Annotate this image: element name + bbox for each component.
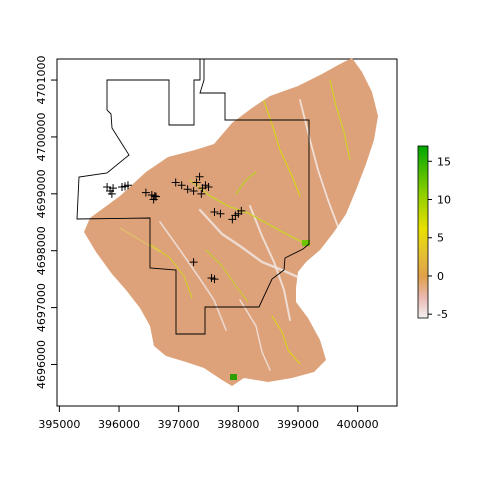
sample-point <box>177 181 186 190</box>
raster-feature-1 <box>249 205 291 321</box>
x-tick-label: 396000 <box>98 418 140 431</box>
raster-feature-6 <box>261 95 301 197</box>
color-legend: 15 10 5 0 -5 <box>417 145 451 321</box>
raster-layer <box>84 58 378 386</box>
legend-tick-label: -5 <box>437 308 448 321</box>
legend-colorbar <box>417 145 429 319</box>
y-tick-label: 4700000 <box>35 112 48 161</box>
x-tick-label: 398000 <box>217 418 259 431</box>
raster-feature-2 <box>299 99 341 233</box>
legend-tick-label: 10 <box>437 194 451 207</box>
y-tick-label: 4701000 <box>35 56 48 105</box>
sample-point <box>197 189 206 198</box>
sample-point <box>189 258 198 267</box>
raster-texture <box>119 79 351 380</box>
sample-points <box>103 172 246 284</box>
y-tick-label: 4699000 <box>35 169 48 218</box>
x-tick-label: 400000 <box>337 418 379 431</box>
sample-point <box>195 172 204 181</box>
sample-point <box>189 186 198 195</box>
sample-point <box>210 275 219 284</box>
raster-feature-0 <box>198 208 302 280</box>
y-tick-label: 4697000 <box>35 283 48 332</box>
raster-feature-10 <box>271 315 301 365</box>
sample-point <box>183 185 192 194</box>
raster-high-patch <box>230 374 237 380</box>
raster-feature-5 <box>189 179 307 245</box>
sample-point <box>171 178 180 187</box>
raster-feature-11 <box>205 249 249 303</box>
y-tick-label: 4696000 <box>35 340 48 389</box>
x-tick-label: 395000 <box>38 418 80 431</box>
sample-point <box>141 188 150 197</box>
sample-point <box>121 182 129 191</box>
raster-feature-4 <box>239 299 271 371</box>
sample-point <box>152 192 161 201</box>
x-axis: 395000 396000 397000 398000 399000 400000 <box>38 406 379 431</box>
x-tick-label: 399000 <box>277 418 319 431</box>
sample-point <box>210 208 219 217</box>
raster-feature-8 <box>149 243 193 299</box>
legend-ticks: 15 10 5 0 -5 <box>428 155 451 321</box>
raster-feature-3 <box>159 221 227 331</box>
raster-high-patch-2 <box>302 240 310 246</box>
sample-point <box>107 189 116 198</box>
basin-raster <box>84 58 378 386</box>
sample-point <box>216 209 225 218</box>
legend-tick-label: 15 <box>437 155 451 168</box>
raster-feature-9 <box>235 171 257 195</box>
study-area-boundary <box>76 58 310 335</box>
x-tick-label: 397000 <box>158 418 200 431</box>
sample-point <box>192 178 201 187</box>
legend-tick-label: 0 <box>437 270 444 283</box>
y-tick-label: 4698000 <box>35 226 48 275</box>
sample-point <box>204 182 213 191</box>
legend-tick-label: 5 <box>437 232 444 245</box>
sample-point <box>234 209 243 218</box>
plot-frame <box>56 58 398 407</box>
raster-feature-7 <box>329 79 351 161</box>
sample-point <box>109 184 118 193</box>
y-axis: 4696000 4697000 4698000 4699000 4700000 47010… <box>35 56 57 389</box>
sample-point <box>150 192 159 201</box>
raster-feature-12 <box>119 227 161 253</box>
